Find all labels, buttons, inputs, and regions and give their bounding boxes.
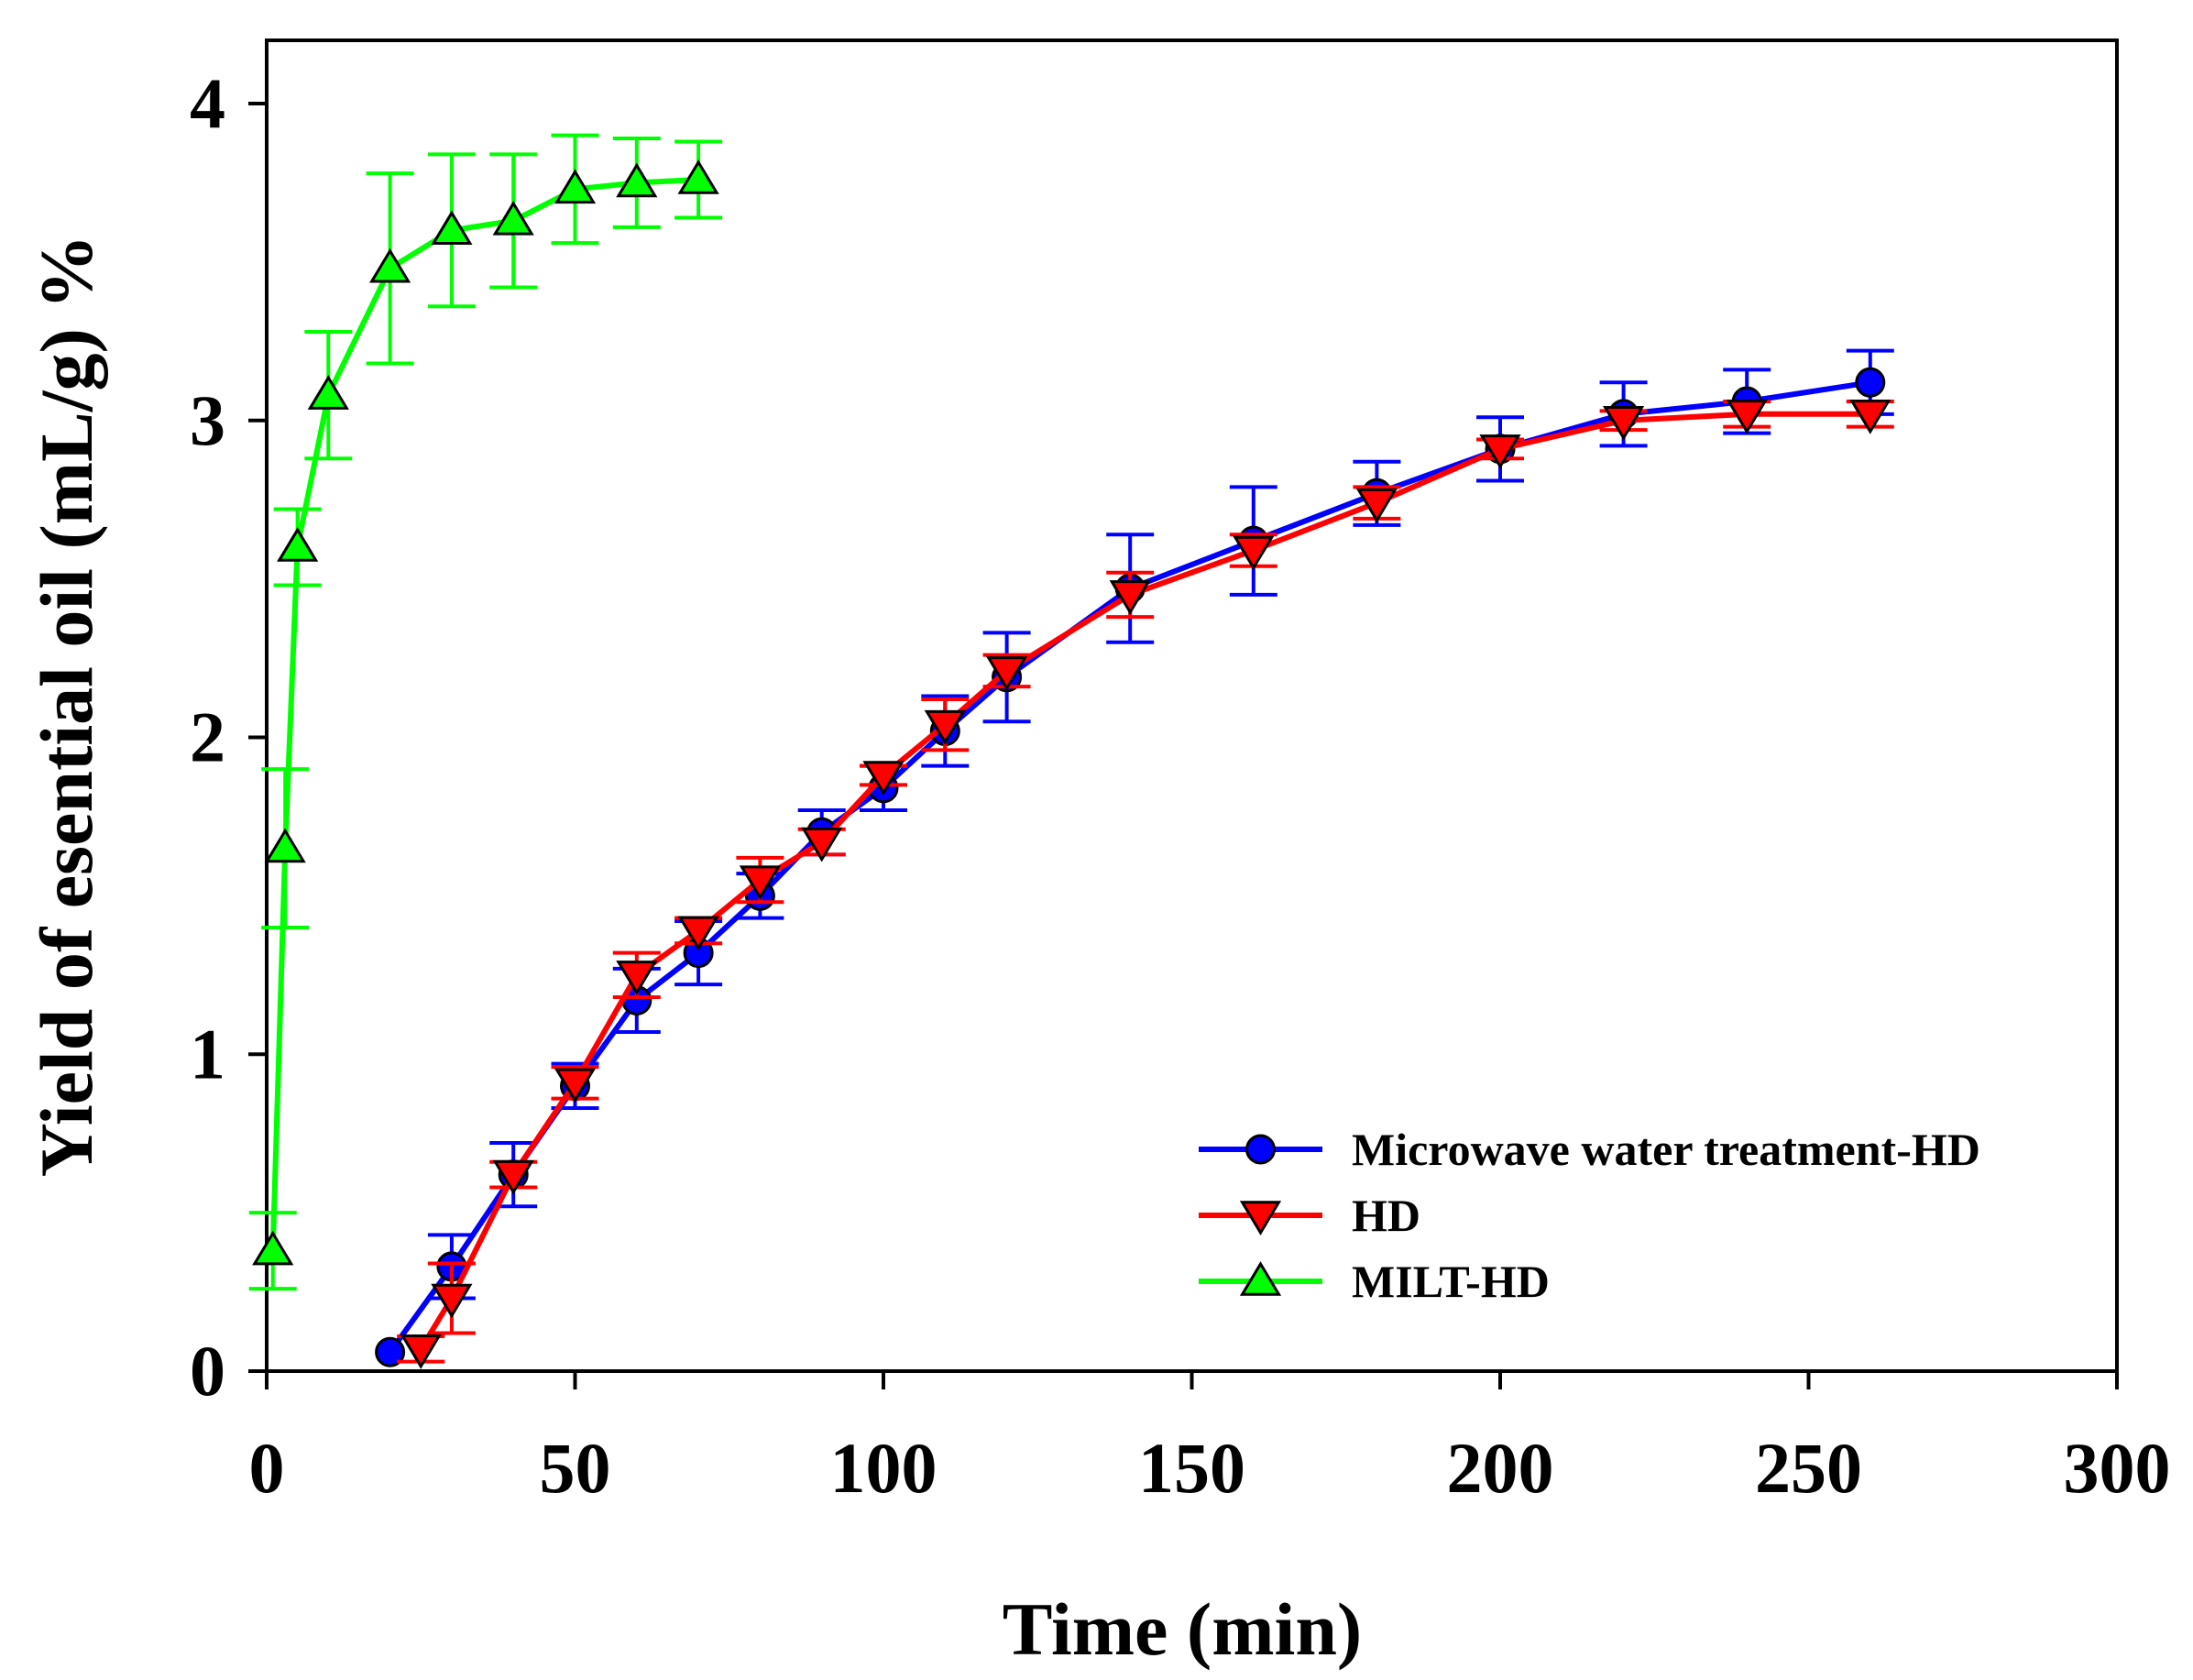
- legend-label: HD: [1352, 1190, 1420, 1241]
- legend-marker: [1245, 1134, 1276, 1165]
- series-triangle-down: [397, 400, 1894, 1369]
- legend: Microwave water treatment-HD HD MILT-HD: [1199, 1124, 1980, 1307]
- y-tick-label: 2: [190, 697, 225, 777]
- series-line: [388, 379, 1871, 1355]
- data-point: [554, 169, 597, 204]
- data-point: [677, 916, 719, 951]
- series-line: [418, 411, 1870, 1351]
- y-axis-title: Yield of esential oil (mL/g) %: [25, 235, 108, 1178]
- data-point: [801, 827, 843, 862]
- y-tick-label: 3: [190, 380, 225, 460]
- data-point: [1355, 488, 1398, 523]
- x-tick-label: 200: [1447, 1428, 1554, 1508]
- data-point: [986, 656, 1028, 691]
- data-point: [400, 1334, 442, 1369]
- data-point: [375, 1336, 406, 1367]
- data-point: [616, 961, 658, 995]
- legend-marker: [1239, 1261, 1282, 1296]
- data-point: [1479, 434, 1521, 469]
- series-layer: [248, 133, 1894, 1369]
- axis-ticks: 0 50 100 150 200 250 300 0 1 2 3 4: [190, 63, 2171, 1508]
- data-point: [264, 828, 306, 863]
- data-point: [1603, 406, 1645, 441]
- data-point: [554, 1068, 597, 1104]
- x-tick-label: 100: [830, 1428, 938, 1508]
- y-tick-label: 1: [190, 1014, 225, 1093]
- x-tick-label: 250: [1755, 1428, 1862, 1508]
- data-point: [492, 201, 534, 236]
- series-triangle-up: [248, 133, 723, 1291]
- y-tick-label: 4: [190, 63, 225, 143]
- data-point: [1855, 367, 1886, 398]
- data-point: [1109, 580, 1151, 615]
- data-point: [369, 247, 411, 283]
- x-tick-label: 0: [249, 1428, 285, 1508]
- series-circle: [375, 348, 1894, 1367]
- x-tick-label: 50: [540, 1428, 611, 1508]
- x-axis-title: Time (min): [1003, 1587, 1363, 1671]
- data-point: [1233, 535, 1275, 571]
- y-tick-label: 0: [190, 1331, 225, 1411]
- data-point: [739, 865, 781, 901]
- data-point: [307, 375, 349, 410]
- legend-marker: [1239, 1201, 1282, 1235]
- data-point: [492, 1159, 534, 1195]
- x-tick-label: 150: [1138, 1428, 1245, 1508]
- data-point: [1726, 400, 1768, 434]
- legend-label: MILT-HD: [1352, 1256, 1550, 1307]
- data-point: [431, 1283, 473, 1319]
- data-point: [862, 761, 905, 796]
- data-point: [431, 210, 473, 246]
- data-point: [677, 159, 719, 194]
- data-point: [924, 709, 966, 745]
- data-point: [252, 1230, 294, 1266]
- series-line: [269, 177, 699, 1251]
- data-point: [277, 527, 319, 562]
- legend-label: Microwave water treatment-HD: [1352, 1124, 1980, 1175]
- data-point: [616, 162, 658, 198]
- x-tick-label: 300: [2064, 1428, 2171, 1508]
- data-point: [1849, 400, 1891, 434]
